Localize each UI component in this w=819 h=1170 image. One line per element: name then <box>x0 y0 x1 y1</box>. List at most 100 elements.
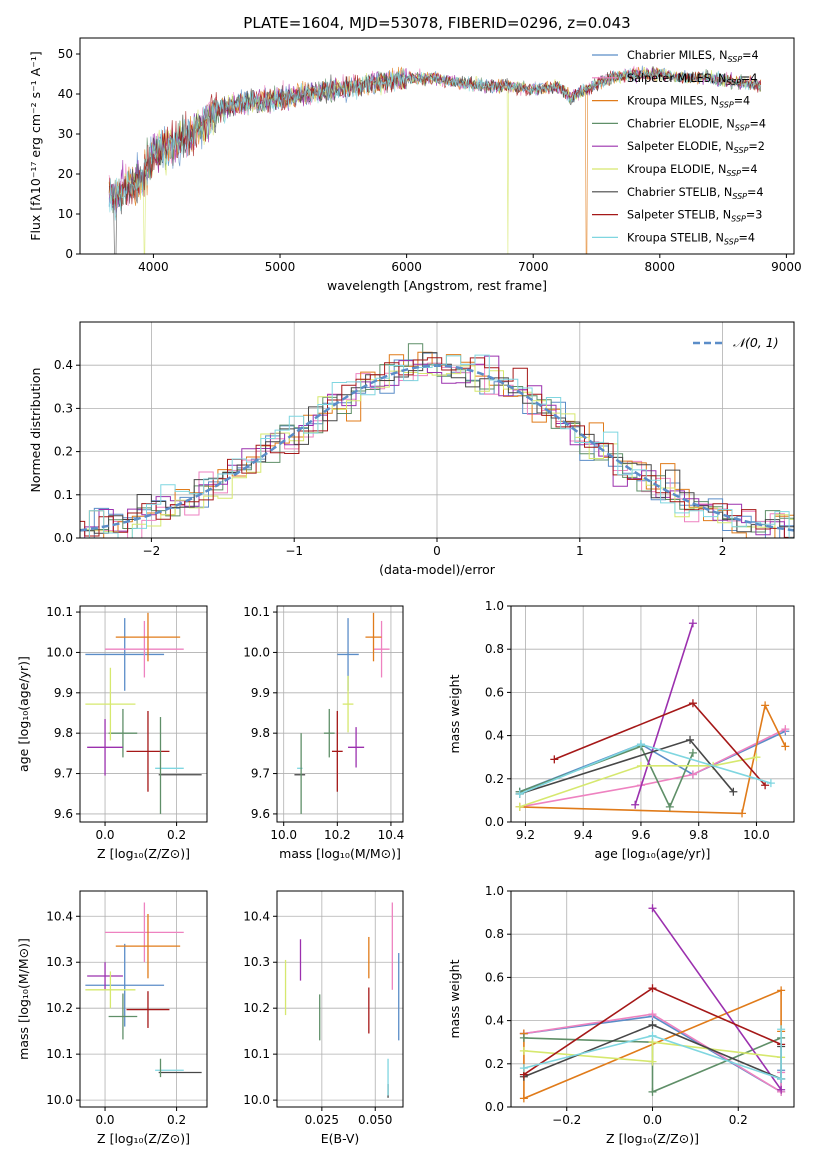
legend-subscript: SSP <box>732 192 747 201</box>
legend-entry: Salpeter STELIB, NSSP=3 <box>627 209 762 224</box>
legend-subscript: SSP <box>724 237 739 246</box>
x-tick-label: 0.0 <box>95 828 114 842</box>
y-tick-label: 10.1 <box>46 605 73 619</box>
y-tick-label: 10.4 <box>243 909 270 923</box>
x-tick-label: 9.6 <box>631 828 650 842</box>
x-axis-label: Z [log₁₀(Z/Z⊙)] <box>97 846 190 861</box>
legend-text: Salpeter STELIB, N <box>627 209 731 222</box>
legend-text: Salpeter MILES, N <box>627 72 726 85</box>
legend-entry: Chabrier STELIB, NSSP=4 <box>627 186 764 201</box>
mass-vs-Z-chart: 0.0 0.2 10.0 10.1 10.2 10.3 10.4 Z [log₁₀(Z/Z⊙)… <box>16 890 208 1146</box>
weight-series <box>550 699 770 790</box>
legend-text: =2 <box>748 140 765 153</box>
series-line <box>519 728 786 808</box>
x-tick-label: 0.2 <box>729 1113 748 1127</box>
errorbar-point <box>85 943 165 1027</box>
legend-text: =4 <box>747 186 764 199</box>
y-tick-label: 10.0 <box>46 1093 73 1107</box>
histogram-series <box>80 355 794 538</box>
x-tick-label: −0.2 <box>552 1113 581 1127</box>
y-tick-label: 9.7 <box>54 767 73 781</box>
legend-subscript: SSP <box>734 146 749 155</box>
y-tick-label: 10.0 <box>243 1093 270 1107</box>
hist-group <box>80 343 794 538</box>
legend-subscript: SSP <box>726 78 741 87</box>
legend-text: =4 <box>749 117 766 130</box>
plus-marker <box>761 701 770 710</box>
x-tick-label: −2 <box>143 544 161 558</box>
x-tick-label: 0 <box>433 544 441 558</box>
x-axis-label: Z [log₁₀(Z/Z⊙)] <box>606 1131 699 1146</box>
y-axis-label: mass weight <box>447 674 462 753</box>
weight-series <box>515 740 775 798</box>
series-line <box>634 623 694 805</box>
normal-curve <box>80 364 794 532</box>
legend-entry: 𝒩(0, 1) <box>733 335 779 350</box>
plus-marker <box>515 802 524 811</box>
legend-text: =4 <box>741 72 758 85</box>
series-line <box>519 730 786 793</box>
x-tick-label: 7000 <box>518 260 549 274</box>
age-vs-Z-chart: 0.0 0.2 9.6 9.7 9.8 9.9 10.0 10.1 Z [log₁₀(Z/Z⊙)… <box>16 605 208 861</box>
errorbar-point <box>115 612 181 662</box>
y-tick-label: 0.0 <box>485 1100 504 1114</box>
plus-marker <box>688 699 697 708</box>
legend-entry: Salpeter ELODIE, NSSP=2 <box>627 140 765 155</box>
y-tick-label: 9.9 <box>251 686 270 700</box>
plus-marker <box>648 984 657 993</box>
series-line <box>523 1037 782 1094</box>
y-tick-label: 50 <box>58 47 73 61</box>
age-vs-mass-chart: 10.0 10.2 10.4 9.6 9.7 9.8 9.9 10.0 10.1 mass [lo… <box>243 605 404 861</box>
plus-marker <box>777 1074 786 1083</box>
legend-entry: Kroupa ELODIE, NSSP=4 <box>627 163 758 178</box>
x-axis-label: mass [log₁₀(M/M⊙)] <box>279 846 401 861</box>
errorbar-point <box>105 902 184 963</box>
plus-marker <box>636 761 645 770</box>
spectrum-chart: 4000 5000 6000 7000 8000 9000 0 10 20 30 40 50 wavel… <box>28 14 802 293</box>
series-line <box>651 907 782 1091</box>
errorbar-point <box>85 971 136 1009</box>
legend-text: =4 <box>742 49 759 62</box>
weight-series <box>515 753 761 811</box>
plus-marker <box>686 735 695 744</box>
series-line <box>519 702 787 815</box>
y-tick-label: 30 <box>58 127 73 141</box>
y-tick-label: 0.4 <box>485 1014 504 1028</box>
x-tick-label: 9.4 <box>574 828 593 842</box>
plus-marker <box>519 1094 528 1103</box>
axes-frame <box>276 605 404 823</box>
x-axis-label: age [log₁₀(age/yr)] <box>595 846 711 861</box>
y-tick-label: 0.3 <box>54 401 73 415</box>
y-tick-label: 0.2 <box>485 1057 504 1071</box>
x-tick-label: 1 <box>576 544 584 558</box>
plus-marker <box>519 1046 528 1055</box>
axes-frame <box>276 890 404 1108</box>
series-line <box>519 756 757 808</box>
y-axis-label: mass weight <box>447 959 462 1038</box>
x-tick-label: −1 <box>285 544 303 558</box>
errorbar-point <box>365 612 382 662</box>
legend-text: Kroupa ELODIE, N <box>627 163 726 176</box>
errorbar-point <box>342 675 354 733</box>
legend-text: Chabrier MILES, N <box>627 49 727 62</box>
legend-text: =4 <box>741 163 758 176</box>
legend-text: Kroupa STELIB, N <box>627 231 724 244</box>
y-tick-label: 10.1 <box>46 1047 73 1061</box>
x-tick-label: 2 <box>719 544 727 558</box>
plus-marker <box>665 802 674 811</box>
series-line <box>523 1029 782 1081</box>
plus-marker <box>766 779 775 788</box>
plus-marker <box>781 725 790 734</box>
y-tick-label: 10.4 <box>46 909 73 923</box>
plus-marker <box>636 740 645 749</box>
plus-marker <box>648 1010 657 1019</box>
axes-frame <box>79 37 795 255</box>
y-tick-label: 1.0 <box>485 884 504 898</box>
y-tick-label: 9.7 <box>251 767 270 781</box>
x-tick-label: 0.0 <box>643 1113 662 1127</box>
histogram-series <box>80 354 794 538</box>
y-tick-label: 0.6 <box>485 685 504 699</box>
plus-marker <box>648 1087 657 1096</box>
